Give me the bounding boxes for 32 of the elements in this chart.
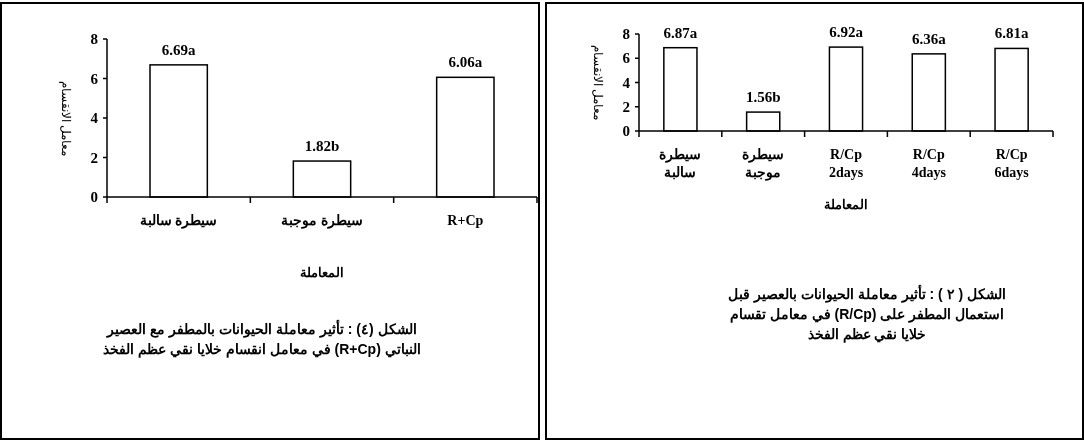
y-tick-label: 4 — [90, 110, 99, 126]
data-label: 1.56b — [745, 89, 781, 106]
x-tick-label: سيطرة موجبة — [281, 213, 363, 229]
data-label: 6.36a — [911, 30, 947, 47]
data-label: 6.69a — [161, 41, 197, 58]
x-tick-label: سيطرة سالبة — [659, 147, 702, 180]
y-tick-label: 2 — [622, 98, 630, 115]
y-tick-label: 0 — [622, 123, 630, 139]
text: الشكل (٤) : تأثير معاملة الحيوانات بالمطفر مع العصير النباتي (R+Cp) في معامل انقسام خلايا نقي عظم الفخذ — [102, 319, 422, 359]
x-tick-label: سيطرة موجبة — [742, 147, 785, 181]
y-tick-label: 8 — [622, 26, 630, 42]
y-axis-title: معامل الانقسام — [59, 80, 73, 156]
y-tick-label: 6 — [90, 70, 99, 87]
x-tick-label: R/Cp 4days — [911, 147, 947, 180]
text: الشكل ( ٢ ) : تأثير معاملة الحيوانات بالعصير قبل استعمال المطفر على (R/Cp) في معامل تقسام خلايا نقي عظم الفخذ — [727, 284, 1007, 344]
y-tick-label: 8 — [90, 31, 98, 47]
data-label: 6.81a — [994, 25, 1029, 42]
y-axis-title: معامل الانقسام — [591, 45, 605, 120]
x-tick-label: R/Cp 2days — [828, 147, 864, 180]
x-tick-label: R+Cp — [447, 213, 484, 228]
data-label: 6.87a — [663, 24, 698, 41]
x-tick-label: سيطرة سالبة — [139, 213, 218, 229]
y-tick-label: 6 — [622, 50, 631, 67]
y-tick-label: 2 — [90, 149, 98, 166]
data-label: 6.06a — [448, 54, 483, 71]
y-tick-label: 4 — [622, 74, 631, 91]
x-axis-title: المعاملة — [824, 197, 868, 212]
data-label: 1.82b — [304, 138, 340, 155]
data-label: 6.92a — [829, 24, 864, 41]
y-tick-label: 0 — [90, 189, 98, 205]
x-axis-title: المعاملة — [300, 265, 344, 280]
x-tick-label: R/Cp 6days — [994, 147, 1030, 180]
